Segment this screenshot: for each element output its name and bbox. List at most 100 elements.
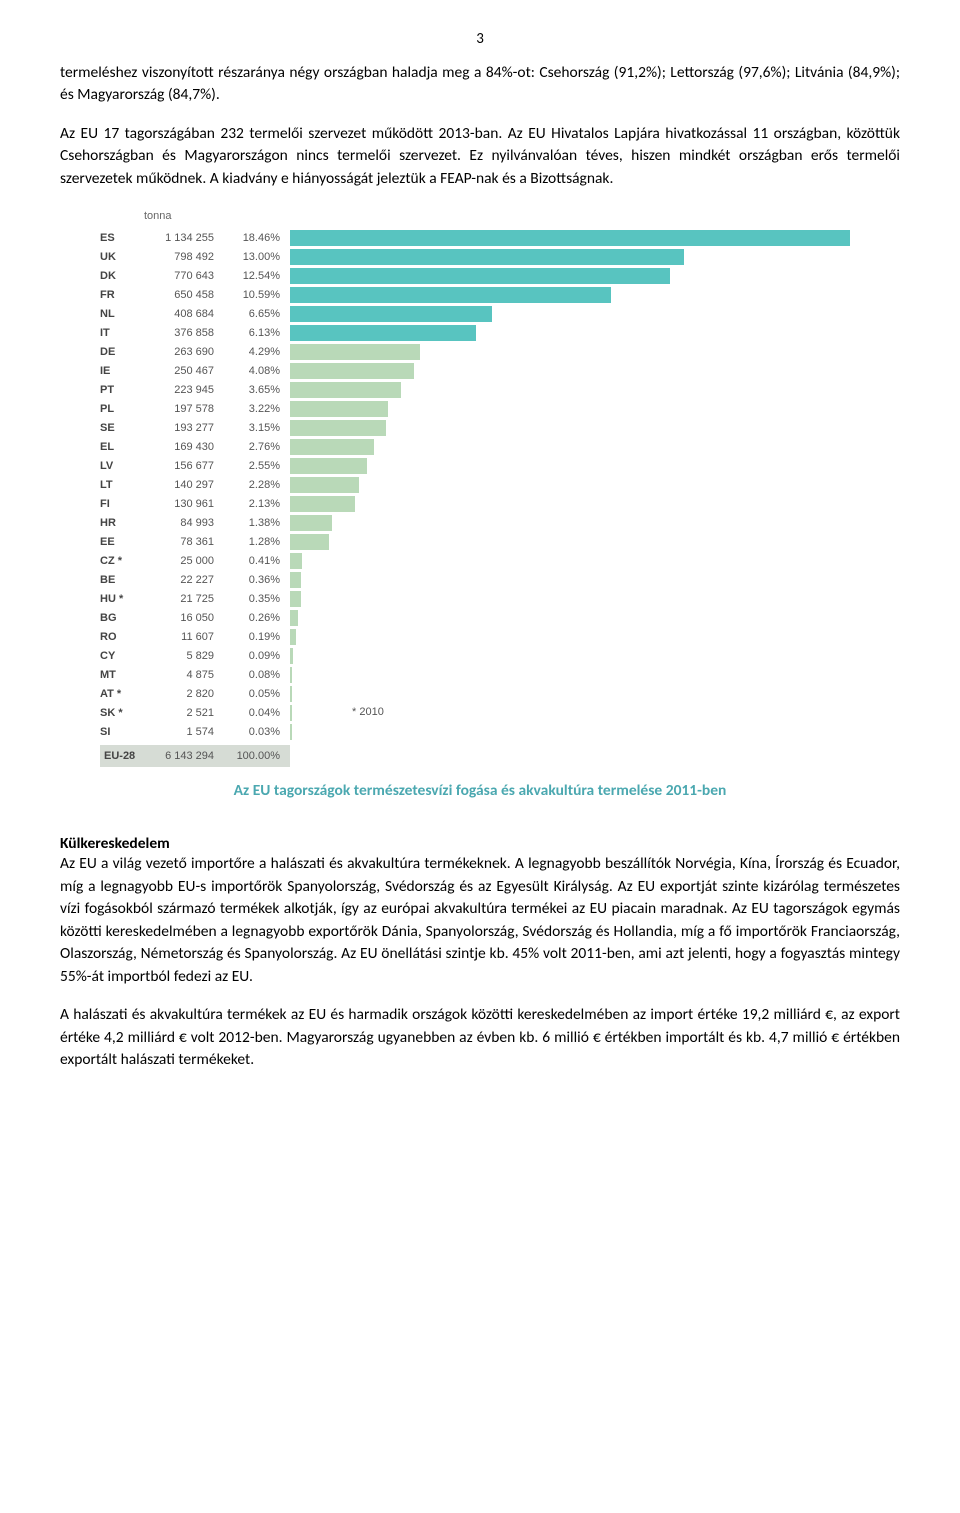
chart-row-code: NL (100, 308, 144, 320)
chart-row-code: MT (100, 669, 144, 681)
chart-row-code: SI (100, 726, 144, 738)
chart-bar (290, 667, 292, 683)
chart-bar-area (290, 534, 900, 550)
chart-bar-area (290, 572, 900, 588)
document-page: 3 termeléshez viszonyított részaránya né… (0, 0, 960, 1128)
chart-bar-area (290, 249, 900, 265)
chart-row-value: 130 961 (144, 498, 226, 510)
chart-row-code: CZ * (100, 555, 144, 567)
chart-bar (290, 420, 386, 436)
chart-row-pct: 6.65% (226, 308, 290, 320)
chart-row-value: 193 277 (144, 422, 226, 434)
chart-bar (290, 344, 420, 360)
total-pct: 100.00% (226, 745, 290, 767)
chart-bar-area (290, 553, 900, 569)
chart-rows-container: ES1 134 25518.46%UK798 49213.00%DK770 64… (100, 228, 900, 741)
chart-bar-area (290, 648, 900, 664)
chart-bar-area (290, 420, 900, 436)
chart-row-pct: 0.09% (226, 650, 290, 662)
chart-row-pct: 3.65% (226, 384, 290, 396)
chart-bar (290, 534, 329, 550)
chart-bar-area (290, 477, 900, 493)
chart-row-code: HR (100, 517, 144, 529)
chart-bar (290, 325, 476, 341)
chart-bar-area (290, 629, 900, 645)
chart-row: HR84 9931.38% (100, 513, 900, 532)
chart-row: PT223 9453.65% (100, 380, 900, 399)
chart-row: MT4 8750.08% (100, 665, 900, 684)
chart-bar (290, 230, 850, 246)
chart-bar (290, 306, 492, 322)
chart-bar-area (290, 363, 900, 379)
chart-row-value: 25 000 (144, 555, 226, 567)
chart-row: ES1 134 25518.46% (100, 228, 900, 247)
chart-row: HU *21 7250.35% (100, 589, 900, 608)
chart-bar-area: * 2010 (290, 705, 900, 721)
total-bar-area (290, 748, 900, 764)
chart-row-pct: 0.26% (226, 612, 290, 624)
chart-row: SE193 2773.15% (100, 418, 900, 437)
chart-row-pct: 1.38% (226, 517, 290, 529)
chart-bar-area (290, 515, 900, 531)
chart-row-value: 798 492 (144, 251, 226, 263)
chart-row-pct: 0.36% (226, 574, 290, 586)
chart-row-code: EL (100, 441, 144, 453)
chart-row-pct: 0.08% (226, 669, 290, 681)
chart-row-code: BE (100, 574, 144, 586)
chart-row-value: 2 521 (144, 707, 226, 719)
chart-row-pct: 0.05% (226, 688, 290, 700)
chart-bar-area (290, 610, 900, 626)
chart-row-code: AT * (100, 688, 144, 700)
chart-bar-area (290, 344, 900, 360)
chart-row: RO11 6070.19% (100, 627, 900, 646)
chart-caption: Az EU tagországok természetesvízi fogása… (60, 781, 900, 800)
chart-bar (290, 553, 302, 569)
chart-row-code: IE (100, 365, 144, 377)
chart-bar (290, 458, 367, 474)
chart-row-pct: 0.19% (226, 631, 290, 643)
chart-bar-area (290, 439, 900, 455)
section-heading-trade: Külkereskedelem (60, 834, 900, 853)
chart-row-value: 376 858 (144, 327, 226, 339)
chart-row-code: DE (100, 346, 144, 358)
chart-row: BE22 2270.36% (100, 570, 900, 589)
chart-row-value: 5 829 (144, 650, 226, 662)
chart-row-pct: 4.08% (226, 365, 290, 377)
chart-bar-area (290, 458, 900, 474)
chart-row: SI1 5740.03% (100, 722, 900, 741)
chart-row: AT *2 8200.05% (100, 684, 900, 703)
chart-bar-area (290, 325, 900, 341)
chart-bar (290, 496, 355, 512)
chart-row-value: 197 578 (144, 403, 226, 415)
chart-row-value: 650 458 (144, 289, 226, 301)
chart-row-code: UK (100, 251, 144, 263)
country-production-chart: tonna ES1 134 25518.46%UK798 49213.00%DK… (100, 210, 900, 767)
chart-row: IT376 8586.13% (100, 323, 900, 342)
chart-row-value: 408 684 (144, 308, 226, 320)
chart-bar-area (290, 306, 900, 322)
chart-row-value: 4 875 (144, 669, 226, 681)
chart-row: SK *2 5210.04%* 2010 (100, 703, 900, 722)
chart-row: LT140 2972.28% (100, 475, 900, 494)
chart-row-value: 11 607 (144, 631, 226, 643)
chart-bar (290, 515, 332, 531)
total-code: EU-28 (100, 745, 144, 767)
chart-row-code: RO (100, 631, 144, 643)
total-value: 6 143 294 (144, 745, 226, 767)
chart-bar-area (290, 230, 900, 246)
chart-row-code: ES (100, 232, 144, 244)
chart-row: EE78 3611.28% (100, 532, 900, 551)
chart-row-pct: 2.55% (226, 460, 290, 472)
paragraph-3: Az EU a világ vezető importőre a halásza… (60, 853, 900, 988)
page-number: 3 (60, 30, 900, 48)
chart-total-row: EU-28 6 143 294 100.00% (100, 745, 900, 767)
chart-row-pct: 0.04% (226, 707, 290, 719)
chart-row-code: SE (100, 422, 144, 434)
chart-bar-area (290, 401, 900, 417)
chart-bar-area (290, 724, 900, 740)
chart-asterisk-note: * 2010 (352, 706, 384, 718)
chart-row-pct: 1.28% (226, 536, 290, 548)
chart-row-code: BG (100, 612, 144, 624)
chart-unit-label: tonna (144, 210, 900, 222)
chart-row-code: LV (100, 460, 144, 472)
